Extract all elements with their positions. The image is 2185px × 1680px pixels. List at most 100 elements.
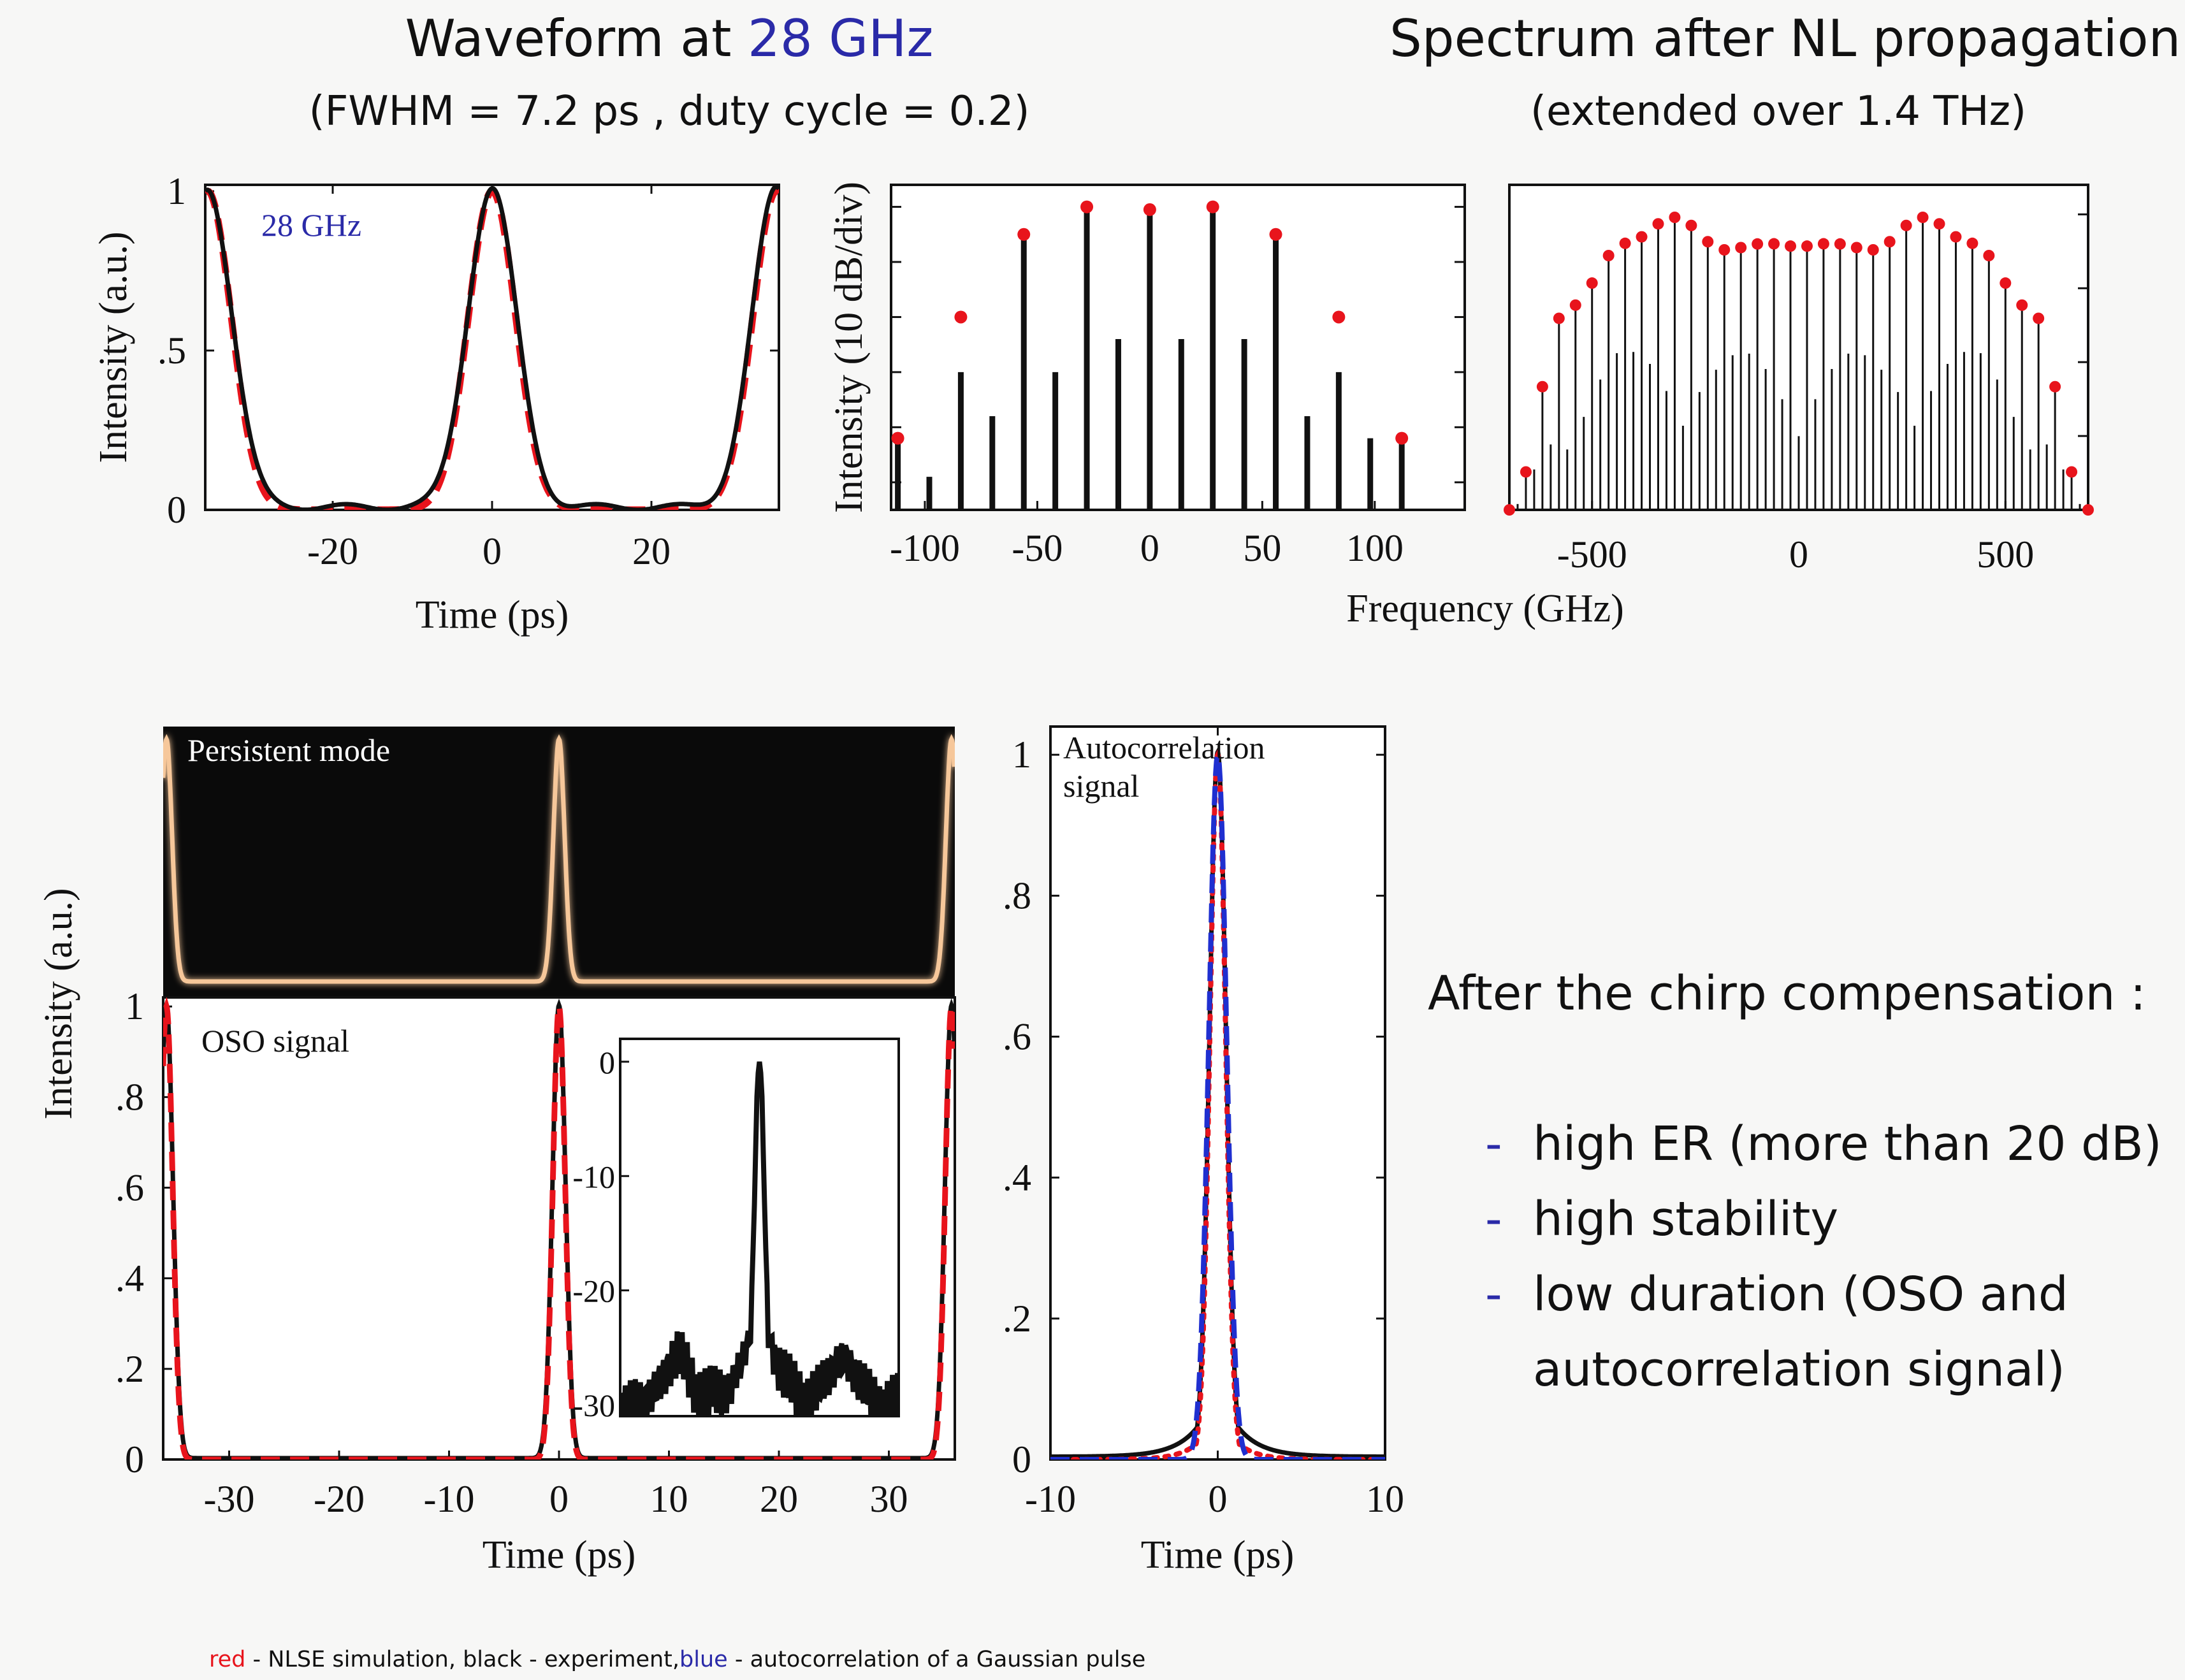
summary-list: - high ER (more than 20 dB) - high stabili… — [1428, 1106, 2162, 1407]
spectrum-narrow-xtick-label: -100 — [890, 527, 960, 569]
spectrum-wide-xtick-label: 500 — [1977, 533, 2034, 576]
oso-xtick-label: -30 — [204, 1478, 255, 1520]
footnote-blue-rest: - autocorrelation of a Gaussian pulse — [727, 1647, 1146, 1672]
oso-xtick-label: 0 — [549, 1478, 569, 1520]
legend-footnote: red - NLSE simulation, black - experimen… — [209, 1647, 1145, 1672]
spectrum-narrow-ylabel: Intensity (10 dB/div) — [827, 182, 871, 513]
autocorrelation-xlabel: Time (ps) — [1141, 1533, 1295, 1577]
footnote-red-word: red — [209, 1647, 246, 1672]
spectrum-wide-point — [1569, 299, 1581, 311]
spectrum-wide-chart: -500 0 500 Frequency (GHz) — [1346, 184, 2094, 630]
autocorrelation-xtick-label: -10 — [1025, 1478, 1076, 1520]
spectrum-narrow-lines — [895, 212, 1405, 510]
bullet-dash: - — [1485, 1267, 1502, 1322]
spectrum-narrow-point — [1269, 228, 1282, 241]
autocorrelation-ytick-label: .2 — [1003, 1298, 1031, 1340]
left-title-highlight: 28 GHz — [747, 9, 934, 68]
summary-heading: After the chirp compensation : — [1428, 966, 2146, 1021]
spectrum-wide-point — [1619, 237, 1631, 249]
spectrum-narrow-axes-frame — [890, 184, 1466, 511]
autocorrelation-ytick-label: .8 — [1003, 874, 1031, 916]
oso-xlabel: Time (ps) — [483, 1533, 636, 1577]
oso-xtick-label: -20 — [314, 1478, 365, 1520]
spectrum-wide-point — [1900, 219, 1912, 231]
spectrum-narrow-point — [891, 431, 904, 445]
oso-annotation: OSO signal — [201, 1023, 349, 1059]
bullet-dash: - — [1485, 1117, 1502, 1171]
spectrum-narrow-xtick-label: 50 — [1243, 527, 1281, 569]
oso-inset-ytick-label: -30 — [572, 1387, 615, 1423]
waveform-xlabel: Time (ps) — [416, 593, 569, 637]
autocorrelation-ytick-label: 1 — [1012, 734, 1031, 776]
autocorrelation-annotation-line1: Autocorrelation — [1063, 730, 1265, 765]
spectrum-wide-point — [1983, 250, 1995, 262]
spectrum-wide-point — [2066, 466, 2078, 478]
left-title-prefix: Waveform at — [405, 9, 732, 68]
spectrum-wide-point — [1801, 240, 1813, 252]
spectrum-wide-point — [1636, 231, 1648, 243]
oso-inset-line — [620, 1061, 899, 1416]
spectrum-wide-point — [2000, 277, 2012, 289]
waveform-annotation: 28 GHz — [261, 207, 361, 243]
spectrum-wide-point — [1685, 219, 1697, 231]
autocorrelation-ticks: -10 0 100.2.4.6.81 — [1003, 727, 1404, 1520]
footnote-red-rest: - NLSE simulation, black - experiment, — [245, 1647, 680, 1672]
spectrum-narrow-xtick-label: 0 — [1140, 527, 1159, 569]
autocorrelation-xtick-label: 10 — [1366, 1478, 1404, 1520]
oso-xtick-label: 30 — [870, 1478, 908, 1520]
spectrum-wide-point — [2049, 380, 2061, 393]
spectrum-narrow-point — [1332, 310, 1346, 324]
spectrum-wide-point — [1520, 466, 1532, 478]
spectrum-narrow-point — [1017, 228, 1031, 241]
oso-xtick-label: 20 — [760, 1478, 798, 1520]
summary-item-text: autocorrelation signal) — [1533, 1342, 2065, 1397]
left-title: Waveform at 28 GHz — [331, 9, 1007, 68]
spectrum-wide-point — [1735, 242, 1747, 254]
spectrum-wide-xtick-label: 0 — [1789, 533, 1808, 576]
spectrum-wide-point — [1702, 236, 1714, 248]
persistent-mode-panel: Persistent mode — [163, 727, 955, 997]
oso-ytick-label: .6 — [115, 1167, 144, 1209]
spectrum-narrow-xtick-label: 100 — [1346, 527, 1404, 569]
spectrum-wide-point — [1669, 212, 1681, 223]
spectrum-wide-point — [1536, 380, 1548, 393]
spectrum-wide-point — [1933, 218, 1945, 230]
autocorrelation-xtick-label: 0 — [1209, 1478, 1228, 1520]
waveform-ytick-label: 1 — [167, 170, 186, 212]
persistent-background — [163, 727, 955, 997]
waveform-experiment-line — [205, 185, 779, 510]
waveform-xtick-label: 0 — [483, 530, 502, 572]
spectrum-narrow-point — [1395, 431, 1409, 445]
spectrum-wide-xlabel: Frequency (GHz) — [1346, 587, 1624, 630]
spectrum-wide-point — [2016, 299, 2028, 311]
spectrum-wide-xtick-label: -500 — [1557, 533, 1627, 576]
oso-xtick-label: 10 — [650, 1478, 688, 1520]
spectrum-narrow-point — [1206, 200, 1219, 214]
summary-item-text: low duration (OSO and — [1533, 1267, 2068, 1322]
summary-item: - high stability — [1428, 1182, 2162, 1257]
waveform-xtick-label: -20 — [307, 530, 358, 572]
waveform-ticks: -20 0 20 0 .5 1 — [157, 170, 779, 572]
oso-ticks: -30 -20 -10 0 10 20 30 0 .2 .4 .6 .8 1 — [115, 985, 908, 1520]
autocorrelation-ytick-label: .6 — [1003, 1016, 1031, 1058]
spectrum-wide-point — [1917, 212, 1929, 223]
bullet-dash: - — [1485, 1192, 1502, 1247]
spectrum-wide-point — [1850, 242, 1862, 254]
spectrum-wide-point — [1752, 238, 1764, 250]
summary-item: - low duration (OSO and — [1428, 1257, 2162, 1332]
summary-item-text: high ER (more than 20 dB) — [1533, 1117, 2162, 1171]
spectrum-narrow-point — [1143, 203, 1156, 216]
left-subtitle: (FWHM = 7.2 ps , duty cycle = 0.2) — [309, 88, 1030, 135]
spectrum-wide-point — [1785, 240, 1797, 252]
spectrum-wide-point — [1768, 238, 1780, 250]
persistent-trace — [163, 734, 955, 984]
waveform-ytick-label: .5 — [157, 329, 186, 372]
spectrum-wide-point — [2082, 504, 2094, 516]
summary-item-text: high stability — [1533, 1192, 1839, 1247]
spectrum-narrow-xtick-label: -50 — [1012, 527, 1063, 569]
spectrum-wide-point — [1553, 312, 1565, 324]
oso-inset-ticks: 0 -10 -20 -30 — [572, 1045, 629, 1423]
spectrum-wide-point — [1504, 504, 1515, 516]
